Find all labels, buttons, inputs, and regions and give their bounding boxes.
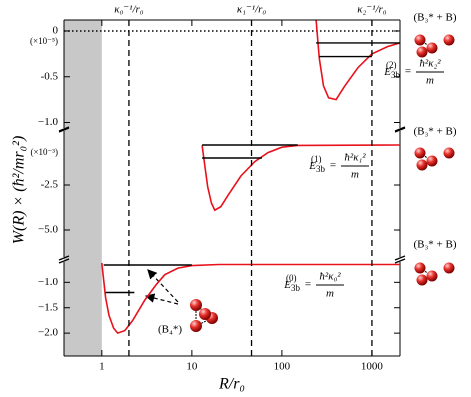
energy-denominator: m <box>351 169 359 181</box>
x-tick-label: 1 <box>99 361 105 373</box>
y-tick-label: -2.5 <box>41 179 59 191</box>
axis-break <box>58 258 70 264</box>
axis-break <box>394 258 406 264</box>
axis-break <box>394 255 406 261</box>
axis-break <box>394 127 406 133</box>
energy-denominator: m <box>326 288 334 300</box>
energy-label: E3b(0) <box>283 273 300 293</box>
energy-symbol: E <box>283 279 291 291</box>
energy-relation: = <box>405 66 411 78</box>
x-tick-label: 10 <box>186 361 198 373</box>
x-axis-label: R/r₀ <box>218 376 245 393</box>
energy-sub: 3b <box>291 283 301 293</box>
energy-sup: (1) <box>311 154 322 164</box>
axis-break <box>58 255 70 261</box>
y-tick-label: −1.0 <box>38 116 58 128</box>
panel-curves <box>315 20 400 101</box>
energy-relation: = <box>330 160 336 172</box>
y-tick-label: -0.5 <box>41 70 59 82</box>
y-tick-label: −1.5 <box>38 301 58 313</box>
energy-numerator: ħ²κ₂² <box>419 58 441 70</box>
y-tick-label: −5.0 <box>38 224 58 236</box>
y-axis-label: W(R) × (ħ²/mr₀²) <box>11 136 28 245</box>
energy-sub: 3b <box>316 164 326 174</box>
potential-curve <box>201 144 400 212</box>
y-multiplier: (×10⁻⁵) <box>30 36 58 46</box>
x-tick-label: 100 <box>274 361 291 373</box>
energy-sup: (0) <box>286 273 297 283</box>
tetramer-icon <box>190 299 218 332</box>
energy-numerator: ħ²κ₁² <box>344 152 366 164</box>
tetramer-label: (B₄*) <box>158 324 182 336</box>
potential-curve <box>315 20 400 101</box>
scale-label: κ₂⁻¹/r₀ <box>357 4 387 16</box>
energy-sub: 3b <box>391 70 401 80</box>
panel-curves <box>101 262 400 335</box>
energy-relation: = <box>305 279 311 291</box>
panel-curves <box>201 144 400 212</box>
partner-label: (B₃* + B) <box>413 239 456 251</box>
y-multiplier: (×10⁻³) <box>30 147 58 157</box>
y-tick-label: −1.0 <box>38 276 58 288</box>
axis-break <box>394 126 406 132</box>
potential-curve <box>101 262 400 335</box>
scale-label: κ₁⁻¹/r₀ <box>237 4 267 16</box>
partner-label: (B₃* + B) <box>413 12 456 24</box>
y-tick-label: 0 <box>53 25 59 37</box>
y-tick-label: −2.0 <box>38 327 58 339</box>
energy-label: E3b(2) <box>383 60 400 80</box>
energy-numerator: ħ²κ₀² <box>319 271 341 283</box>
energy-sup: (2) <box>386 60 397 70</box>
excluded-region <box>64 20 102 356</box>
axis-break <box>58 126 70 132</box>
energy-symbol: E <box>308 160 316 172</box>
energy-label: E3b(1) <box>308 154 325 174</box>
energy-denominator: m <box>426 75 434 87</box>
scale-label: κ₀⁻¹/r₀ <box>114 4 144 16</box>
trimer-icons <box>414 34 455 286</box>
axis-break <box>58 127 70 133</box>
energy-symbol: E <box>383 66 391 78</box>
x-tick-label: 1000 <box>361 361 384 373</box>
partner-label: (B₃* + B) <box>413 126 456 138</box>
arrows <box>144 269 179 305</box>
